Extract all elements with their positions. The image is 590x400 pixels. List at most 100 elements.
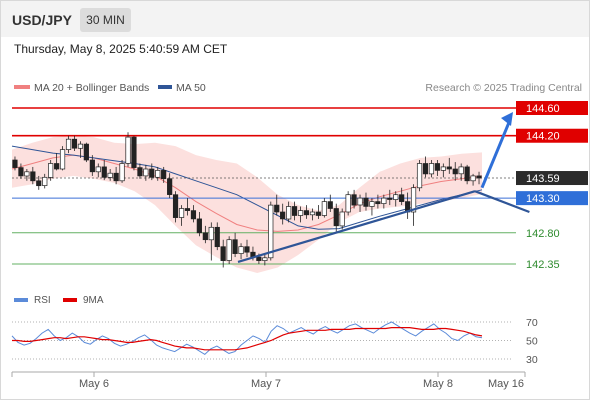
candle-body-down — [476, 175, 482, 179]
candle — [178, 205, 185, 226]
rsi-tick-label: 50 — [526, 336, 538, 348]
candle — [54, 153, 60, 171]
candle — [351, 189, 357, 209]
candle-body-down — [131, 136, 137, 168]
candle-body-down — [232, 239, 238, 254]
candle-body-down — [452, 168, 458, 175]
candle-body-down — [214, 226, 220, 248]
candle — [77, 141, 84, 158]
candle — [393, 191, 399, 207]
candle-body-down — [36, 180, 42, 187]
candle — [339, 208, 345, 230]
chart-header: USD/JPY 30 MIN — [1, 1, 589, 37]
candle — [95, 163, 101, 178]
rsi-tick-label: 70 — [526, 317, 538, 329]
candle — [268, 201, 274, 261]
candle-body-down — [351, 194, 357, 206]
candle-body-up — [143, 168, 149, 177]
candle — [220, 239, 226, 268]
legend-swatch-ma20 — [14, 85, 30, 89]
candle — [333, 203, 339, 232]
copyright-label: Research © 2025 Trading Central — [425, 82, 582, 94]
candle-body-down — [387, 197, 393, 200]
candle-body-down — [315, 211, 321, 216]
candle — [363, 192, 369, 211]
candle — [214, 222, 220, 251]
candle — [309, 208, 316, 221]
candle — [42, 173, 48, 189]
candle — [184, 198, 191, 216]
candle — [143, 164, 149, 181]
candle-body-up — [107, 172, 113, 178]
candle-body-up — [155, 170, 161, 178]
time-tick-label: May 6 — [79, 378, 109, 390]
candle-body-up — [77, 143, 84, 149]
candle-body-down — [113, 172, 119, 182]
candle — [149, 163, 155, 181]
legend-swatch-rsi — [14, 298, 28, 302]
candle-body-up — [428, 163, 435, 175]
price-label: 143.30 — [526, 193, 560, 205]
candle-body-down — [137, 167, 143, 177]
candle-body-up — [95, 166, 101, 173]
legend-label-rsi: RSI — [34, 295, 51, 306]
candle — [286, 201, 292, 223]
candle-body-down — [256, 256, 262, 261]
candle-body-up — [393, 194, 399, 200]
candle-body-down — [83, 143, 89, 161]
candle-body-down — [71, 138, 78, 149]
candle — [131, 135, 137, 171]
candle-body-down — [327, 201, 333, 209]
candle — [440, 163, 446, 178]
candle-body-up — [470, 175, 476, 182]
candle — [71, 135, 78, 151]
candle — [244, 239, 250, 258]
candle-body-down — [422, 163, 429, 175]
candle-body-up — [59, 149, 66, 170]
trendline-1 — [237, 190, 476, 263]
candle — [446, 157, 452, 174]
rsi-tick-label: 30 — [526, 354, 538, 366]
legend-label-rsi-ma: 9MA — [83, 295, 104, 306]
candle — [12, 156, 18, 171]
candle-body-up — [119, 163, 125, 182]
candle-body-up — [42, 176, 48, 186]
candle-body-down — [167, 178, 173, 195]
rsi-ma-line — [12, 327, 483, 351]
price-label: 142.35 — [526, 259, 560, 271]
candle — [428, 160, 435, 178]
candle — [172, 191, 179, 223]
candle — [464, 164, 470, 185]
candle — [452, 162, 458, 181]
timeframe-button[interactable]: 30 MIN — [80, 8, 131, 32]
candle-body-down — [291, 206, 298, 216]
candle-body-down — [399, 194, 405, 202]
candle — [36, 175, 42, 190]
candle-body-down — [18, 167, 24, 177]
candle — [125, 132, 131, 167]
candle-body-up — [297, 210, 304, 216]
last-price-box — [516, 171, 588, 186]
candle — [476, 171, 482, 185]
candle — [280, 203, 286, 225]
legend-swatch-ma50 — [158, 85, 172, 89]
candle-body-down — [12, 159, 18, 168]
candle-body-down — [101, 166, 107, 178]
candle-body-up — [458, 166, 464, 175]
candle-body-down — [149, 168, 155, 178]
candle — [410, 184, 417, 226]
candle — [202, 225, 208, 244]
candle — [59, 146, 66, 171]
candle-body-down — [184, 208, 191, 211]
price-label-box — [516, 128, 588, 143]
candle — [48, 160, 54, 181]
price-label-box — [516, 101, 588, 115]
candle-body-down — [333, 208, 339, 227]
candle — [434, 160, 440, 176]
candle-body-up — [345, 194, 351, 213]
legend-swatch-rsi-ma — [63, 298, 77, 302]
candle — [226, 236, 232, 264]
candle — [65, 135, 72, 154]
candle-body-up — [268, 204, 274, 259]
